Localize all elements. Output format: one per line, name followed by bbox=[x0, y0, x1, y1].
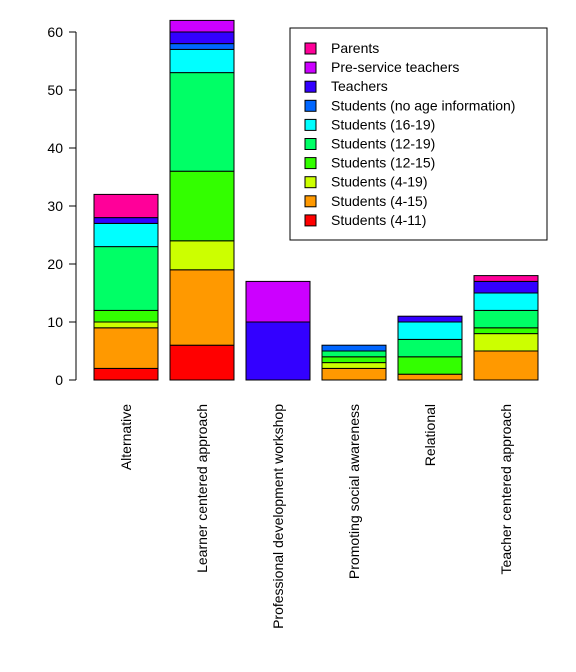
legend-swatch bbox=[304, 99, 317, 112]
y-tick-label: 10 bbox=[47, 314, 63, 330]
bar-segment bbox=[397, 356, 463, 375]
legend-label: Students (4-19) bbox=[331, 174, 428, 190]
y-axis: 0 10 20 30 40 50 60 bbox=[47, 24, 77, 388]
bar-segment bbox=[169, 48, 235, 74]
legend-box bbox=[289, 27, 548, 241]
x-category-label: Teacher centered approach bbox=[498, 404, 514, 574]
bar-segment bbox=[93, 367, 159, 381]
bar-segment bbox=[93, 193, 159, 219]
bar-segment bbox=[321, 356, 387, 364]
bar-segment bbox=[473, 333, 539, 352]
legend-swatch bbox=[304, 61, 317, 74]
bar-segment bbox=[321, 367, 387, 381]
bar-segment bbox=[397, 321, 463, 340]
y-tick-label: 0 bbox=[55, 372, 63, 388]
bar-segment bbox=[93, 246, 159, 311]
bar-segment bbox=[169, 72, 235, 172]
x-category-label: Alternative bbox=[118, 404, 134, 470]
bar-segment bbox=[169, 170, 235, 242]
bar-segment bbox=[245, 321, 311, 381]
bar-segment bbox=[169, 344, 235, 381]
bar-segment bbox=[397, 373, 463, 381]
x-category-label: Learner centered approach bbox=[194, 404, 210, 573]
bar-segment bbox=[473, 292, 539, 311]
bar-segment bbox=[397, 338, 463, 358]
bar-segment bbox=[169, 43, 235, 50]
x-axis-labels: Alternative Learner centered approach Prof… bbox=[118, 404, 514, 629]
legend-swatch bbox=[304, 42, 317, 55]
y-tick-label: 50 bbox=[47, 82, 63, 98]
legend-label: Teachers bbox=[331, 78, 388, 94]
bar-segment bbox=[321, 350, 387, 358]
bar-segment bbox=[473, 350, 539, 381]
legend: Parents Pre-service teachers Teachers Stude… bbox=[289, 27, 548, 241]
legend-label: Students (4-11) bbox=[331, 212, 426, 228]
bar-segment bbox=[93, 321, 159, 329]
legend-swatch bbox=[304, 176, 317, 189]
bars bbox=[93, 19, 539, 381]
bar-segment bbox=[397, 315, 463, 323]
legend-label: Pre-service teachers bbox=[331, 59, 459, 75]
bar-segment bbox=[321, 362, 387, 369]
y-tick-label: 60 bbox=[47, 24, 63, 40]
legend-label: Students (no age information) bbox=[331, 97, 515, 113]
legend-label: Students (16-19) bbox=[331, 116, 435, 132]
y-tick-label: 40 bbox=[47, 140, 63, 156]
bar-segment bbox=[93, 222, 159, 248]
legend-swatch bbox=[304, 138, 317, 150]
legend-label: Students (4-15) bbox=[331, 193, 428, 209]
y-tick-label: 20 bbox=[47, 256, 63, 272]
legend-swatch bbox=[304, 118, 317, 131]
x-category-label: Promoting social awareness bbox=[346, 404, 362, 579]
bar-segment bbox=[93, 309, 159, 323]
bar-segment bbox=[93, 217, 159, 224]
legend-swatch bbox=[304, 80, 317, 93]
bar-segment bbox=[93, 327, 159, 369]
legend-swatch bbox=[304, 214, 317, 227]
bar-segment bbox=[473, 275, 539, 282]
bar-segment bbox=[169, 19, 235, 33]
bar-segment bbox=[169, 31, 235, 45]
legend-swatch bbox=[304, 157, 317, 170]
x-category-label: Relational bbox=[422, 404, 438, 466]
bar-segment bbox=[169, 269, 235, 346]
legend-label: Students (12-19) bbox=[331, 136, 435, 152]
legend-swatch bbox=[304, 195, 317, 208]
x-category-label: Professional development workshop bbox=[270, 404, 286, 629]
bar-segment bbox=[321, 344, 387, 352]
bar-segment bbox=[473, 309, 539, 329]
bar-segment bbox=[473, 280, 539, 294]
legend-label: Students (12-15) bbox=[331, 155, 435, 171]
legend-label: Parents bbox=[331, 40, 379, 56]
bar-segment bbox=[245, 280, 311, 323]
y-tick-label: 30 bbox=[47, 198, 63, 214]
bar-segment bbox=[169, 240, 235, 271]
bar-segment bbox=[473, 327, 539, 335]
